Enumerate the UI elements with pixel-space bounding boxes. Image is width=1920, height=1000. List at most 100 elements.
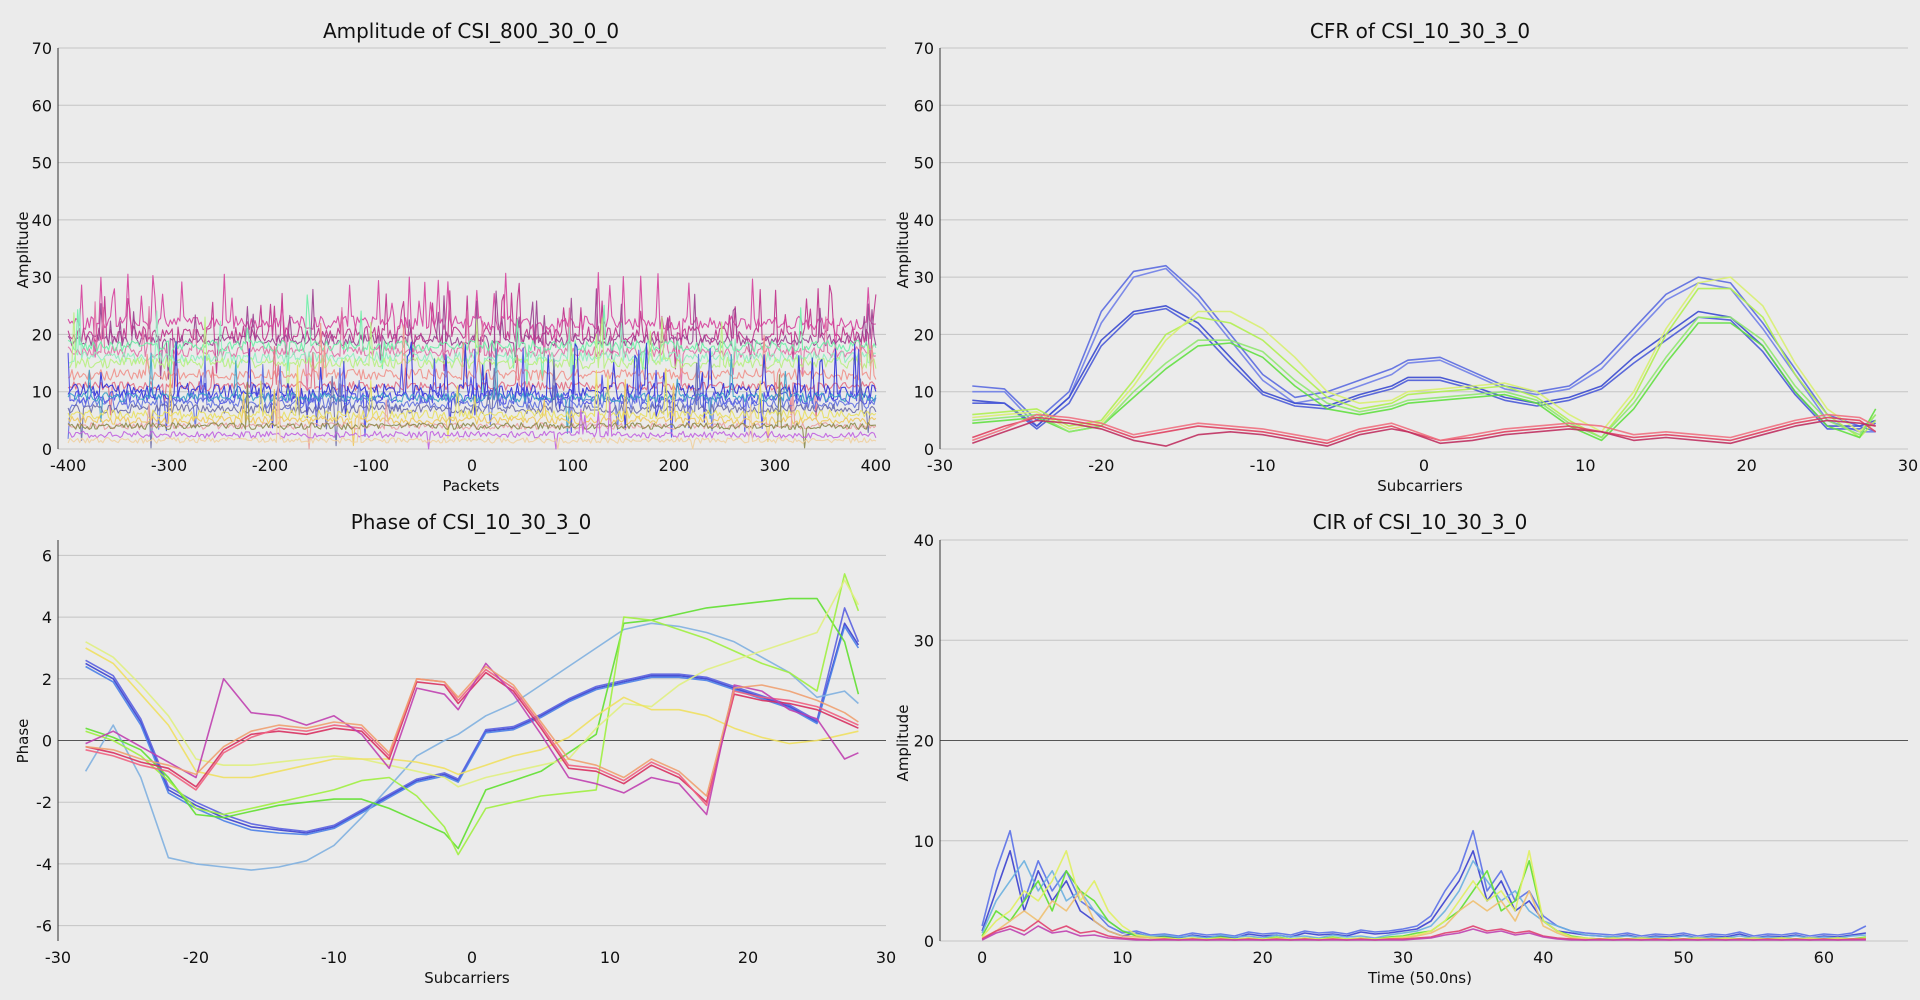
x-tick-label: 30 [1898,456,1918,475]
y-tick-label: 20 [32,325,52,344]
series-line [972,419,1876,447]
x-tick-label: 40 [1533,948,1553,967]
series-line [67,322,877,403]
series-line [85,625,860,836]
y-axis-label: Amplitude [894,705,912,782]
series-line [67,364,877,439]
series-line [972,307,1876,430]
y-tick-label: 60 [914,96,934,115]
series-line [981,829,1867,937]
x-tick-label: -10 [321,948,347,967]
x-tick-label: 10 [1575,456,1595,475]
series-line [85,579,860,788]
y-tick-label: 30 [914,631,934,650]
x-tick-label: 20 [1252,948,1272,967]
x-tick-label: -20 [183,948,209,967]
y-tick-label: 70 [32,39,52,58]
y-tick-label: 40 [914,531,934,550]
series-line [84,622,859,871]
x-tick-label: 30 [876,948,896,967]
plot-phase: Phase of CSI_10_30_3_0 Subcarriers Phase… [14,510,896,987]
series-line [972,416,1877,445]
series-line [85,647,859,779]
series-line [972,264,1876,433]
y-tick-label: 0 [42,440,52,459]
x-tick-label: 50 [1673,948,1693,967]
x-tick-label: 20 [1736,456,1756,475]
y-tick-label: 40 [32,211,52,230]
x-tick-label: 10 [1112,948,1132,967]
y-tick-label: 40 [914,211,934,230]
x-tick-label: -30 [927,456,953,475]
series-line [972,322,1877,442]
y-tick-label: 50 [32,154,52,173]
y-tick-label: 50 [914,154,934,173]
y-tick-label: 2 [42,670,52,689]
plot-cir: CIR of CSI_10_30_3_0 Time (50.0ns) Ampli… [894,510,1908,987]
y-tick-label: 60 [32,96,52,115]
y-tick-label: 10 [32,383,52,402]
x-tick-label: 200 [659,456,690,475]
y-tick-label: 10 [914,383,934,402]
series-line [67,294,877,387]
x-tick-label: 0 [1419,456,1429,475]
x-tick-label: -10 [1250,456,1276,475]
series-line [85,597,860,850]
plot-title: CIR of CSI_10_30_3_0 [1313,510,1528,534]
series-line [981,849,1866,940]
y-axis-label: Amplitude [894,212,912,289]
series-line [68,312,877,396]
x-tick-label: 100 [558,456,589,475]
series-line [67,374,876,449]
x-axis-label: Packets [443,477,500,495]
plot-title: Phase of CSI_10_30_3_0 [351,510,592,534]
series-line [85,573,860,856]
x-tick-label: 30 [1393,948,1413,967]
series-line [67,282,877,374]
y-axis-label: Phase [14,719,32,764]
y-tick-label: 20 [914,732,934,751]
series-line [67,301,877,391]
series-line [972,267,1876,433]
y-tick-label: 30 [32,268,52,287]
x-tick-label: -300 [151,456,187,475]
y-tick-label: 4 [42,608,52,627]
plot-title: Amplitude of CSI_800_30_0_0 [323,19,619,43]
series-line [981,859,1866,939]
plot-cfr: CFR of CSI_10_30_3_0 Subcarriers Amplitu… [894,19,1918,495]
y-tick-label: 30 [914,268,934,287]
series-line [85,662,859,816]
y-tick-label: -6 [36,917,52,936]
x-tick-label: -20 [1088,456,1114,475]
x-tick-label: -100 [353,456,389,475]
x-axis-label: Time (50.0ns) [1367,969,1472,987]
y-tick-label: -2 [36,793,52,812]
x-tick-label: 0 [977,948,987,967]
plot-title: CFR of CSI_10_30_3_0 [1310,19,1530,43]
series-line [981,925,1866,941]
x-axis-label: Subcarriers [1377,477,1463,495]
series-line [981,849,1867,939]
x-tick-label: 10 [600,948,620,967]
x-tick-label: -400 [50,456,86,475]
x-tick-label: -200 [252,456,288,475]
y-tick-label: 70 [914,39,934,58]
series-line [67,347,877,438]
x-tick-label: 60 [1814,948,1834,967]
x-tick-label: 0 [467,456,477,475]
series-line [67,400,877,450]
series-line [67,401,877,450]
y-tick-label: 20 [914,325,934,344]
series-line [67,353,877,439]
y-tick-label: -4 [36,855,52,874]
series-line [67,272,876,358]
x-tick-label: 300 [760,456,791,475]
plot-amplitude: Amplitude of CSI_800_30_0_0 Packets Ampl… [14,19,891,495]
y-tick-label: 0 [924,440,934,459]
y-tick-label: 6 [42,546,52,565]
x-axis-label: Subcarriers [424,969,510,987]
series-line [981,859,1867,940]
series-line [67,348,877,434]
y-tick-label: 0 [924,932,934,951]
